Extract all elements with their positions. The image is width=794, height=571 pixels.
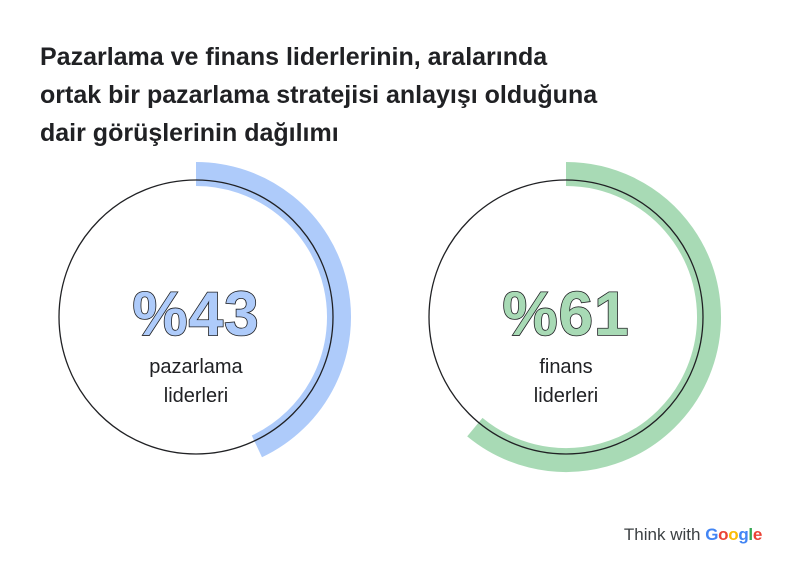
google-letter: g: [738, 525, 749, 544]
google-letter: e: [752, 525, 762, 544]
ring-outline: [58, 179, 334, 455]
think-with-google-logo: Think with Google: [624, 525, 762, 545]
title-line-1: Pazarlama ve finans liderlerinin, aralar…: [40, 43, 548, 71]
value-label: %43: [132, 280, 259, 349]
value-label: %61: [502, 280, 629, 349]
google-wordmark: Google: [705, 525, 762, 544]
title-line-2: ortak bir pazarlama stratejisi anlayışı …: [40, 81, 598, 109]
google-letter: o: [718, 525, 729, 544]
brand-prefix: Think with: [623, 525, 701, 544]
series-label-line: pazarlama: [149, 356, 243, 378]
google-letter: o: [728, 525, 739, 544]
progress-arc: [195, 162, 351, 458]
series-label-line: liderleri: [164, 385, 228, 407]
donut-chart-2: %61 finans liderleri: [428, 162, 721, 472]
series-label-line: finans: [539, 356, 592, 378]
donut-chart-1: %43 pazarlama liderleri: [58, 162, 351, 458]
progress-arc: [467, 162, 721, 472]
ring-outline: [428, 179, 704, 455]
title-line-3: dair görüşlerinin dağılımı: [40, 119, 339, 147]
series-label-line: liderleri: [534, 385, 598, 407]
page-title: Pazarlama ve finans liderlerinin, aralar…: [40, 38, 740, 152]
google-letter: G: [705, 525, 719, 544]
google-letter: l: [748, 525, 753, 544]
